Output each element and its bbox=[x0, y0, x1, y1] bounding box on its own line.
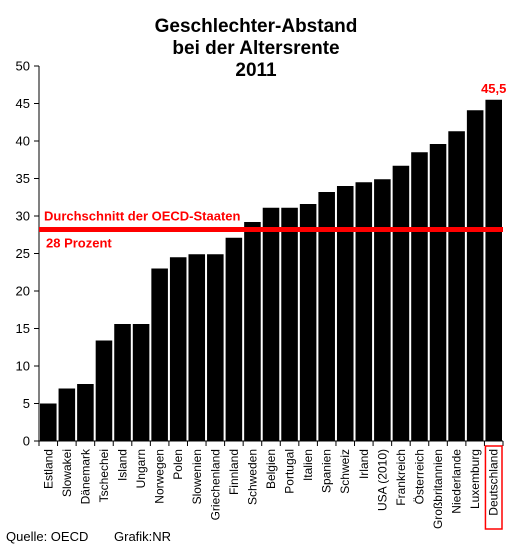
highlight-value-label: 45,5 bbox=[481, 81, 506, 96]
x-tick-label: Frankreich bbox=[394, 449, 408, 506]
x-tick-label: Schweden bbox=[245, 449, 259, 505]
title-line-3: 2011 bbox=[235, 60, 277, 81]
bar-griechenland bbox=[207, 254, 224, 441]
x-tick-label: Spanien bbox=[320, 449, 334, 493]
x-tick-label: Österreich bbox=[412, 449, 426, 504]
x-tick-label: Belgien bbox=[264, 449, 278, 489]
bar-slowakei bbox=[58, 388, 76, 441]
bar-frankreich bbox=[392, 165, 410, 441]
reference-line-group: Durchschnitt der OECD-Staaten 28 Prozent bbox=[39, 209, 503, 251]
x-tick-label: Finnland bbox=[227, 449, 241, 495]
x-tick-label: Großbritannien bbox=[431, 449, 445, 529]
x-tick-label: Tschechei bbox=[97, 449, 111, 502]
y-tick-label: 40 bbox=[16, 134, 30, 149]
bar-schweiz bbox=[336, 186, 354, 441]
oecd-average-label: Durchschnitt der OECD-Staaten bbox=[44, 209, 241, 224]
y-tick-label: 15 bbox=[16, 321, 30, 336]
x-tick-labels: Estland Slowakei Dänemark Tschechei Island Un… bbox=[41, 445, 503, 530]
bar-schweden bbox=[244, 222, 261, 441]
bar-tschechei bbox=[95, 340, 113, 441]
y-tick-label: 0 bbox=[23, 434, 30, 449]
x-tick-label: Ungarn bbox=[134, 449, 148, 488]
x-tick-label: Italien bbox=[301, 449, 315, 481]
title-line-2: bei der Altersrente bbox=[172, 38, 339, 59]
bar-polen bbox=[169, 257, 187, 441]
bar-usa-2010- bbox=[374, 179, 391, 441]
credit-text: Grafik:NR bbox=[114, 529, 171, 544]
bar-island bbox=[114, 324, 131, 441]
title-line-1: Geschlechter-Abstand bbox=[155, 16, 358, 37]
bar-dänemark bbox=[77, 384, 94, 441]
y-tick-label: 35 bbox=[16, 171, 30, 186]
bar-slowenien bbox=[188, 254, 206, 441]
x-tick-label: Niederlande bbox=[450, 449, 464, 514]
source-text: Quelle: OECD bbox=[6, 529, 88, 544]
y-tick-label: 45 bbox=[16, 96, 30, 111]
bar-ungarn bbox=[132, 324, 150, 441]
bar-luxemburg bbox=[466, 110, 484, 441]
x-tick-label: Schweiz bbox=[338, 449, 352, 494]
bar-belgien bbox=[262, 207, 280, 441]
footer: Quelle: OECD Grafik:NR bbox=[6, 529, 171, 544]
y-tick-label: 5 bbox=[23, 396, 30, 411]
y-tick-label: 25 bbox=[16, 246, 30, 261]
x-tick-label: Slowakei bbox=[60, 449, 74, 497]
x-tick-label: Polen bbox=[171, 449, 185, 480]
x-tick-label: Luxemburg bbox=[468, 449, 482, 509]
bar-deutschland bbox=[485, 99, 502, 441]
bar-österreich bbox=[411, 152, 428, 441]
x-tick-label: Estland bbox=[41, 449, 55, 489]
x-tick-label: Irland bbox=[357, 449, 371, 479]
bar-niederlande bbox=[448, 131, 465, 441]
bar-großbritannien bbox=[429, 144, 447, 441]
bar-spanien bbox=[318, 192, 335, 441]
x-tick-label: Portugal bbox=[283, 449, 297, 494]
y-tick-label: 50 bbox=[16, 59, 30, 74]
bar-finnland bbox=[225, 237, 243, 441]
x-tick-label: Norwegen bbox=[153, 449, 167, 504]
bar-italien bbox=[299, 204, 317, 441]
x-tick-label: Dänemark bbox=[78, 448, 92, 504]
bar-portugal bbox=[281, 207, 298, 441]
bar-estland bbox=[40, 403, 57, 441]
y-tick-label: 10 bbox=[16, 359, 30, 374]
x-tick-label: Slowenien bbox=[190, 449, 204, 504]
bars: 45,5 bbox=[40, 81, 506, 441]
highlight-label-box bbox=[484, 445, 503, 530]
y-tick-label: 30 bbox=[16, 209, 30, 224]
x-tick-label: Deutschland bbox=[487, 449, 501, 516]
x-tick-label: USA (2010) bbox=[375, 449, 389, 511]
x-tick-label: Island bbox=[116, 449, 130, 481]
bar-norwegen bbox=[151, 268, 168, 441]
x-tick-label: Griechenland bbox=[208, 449, 222, 520]
bar-irland bbox=[355, 182, 373, 441]
y-tick-label: 20 bbox=[16, 284, 30, 299]
oecd-average-sublabel: 28 Prozent bbox=[46, 236, 112, 251]
